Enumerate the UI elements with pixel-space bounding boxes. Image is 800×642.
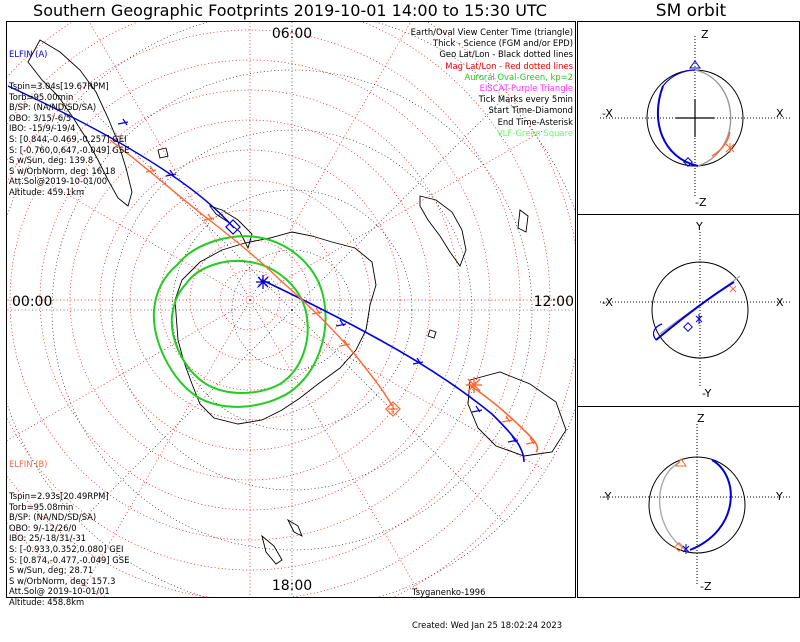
auroral-oval [152, 235, 327, 408]
sm1-top-label: Z [701, 28, 709, 41]
main-title: Southern Geographic Footprints 2019-10-0… [33, 1, 547, 20]
legend-item: Thick - Science (FGM and/or EPD) [432, 38, 573, 49]
created-label: Created: Wed Jan 25 18:02:24 2023 [412, 620, 563, 630]
model-label: Tsyganenko-1996 [412, 587, 486, 597]
legend-item: Earth/Oval View Center Time (triangle) [410, 27, 573, 37]
elfin-b-info-line: S: [-0.933,0.352,0.080] GEI [9, 543, 124, 554]
elfin-a-info-line: S: [-0.760,0.647,-0.049] GSE [9, 144, 130, 155]
legend-item: Mag Lat/Lon - Red dotted lines [445, 60, 573, 71]
africa-coast [419, 195, 467, 267]
elfin-a-info-line: IBO: -15/9/-19/4 [9, 123, 76, 134]
sm-panel-1 [600, 36, 790, 197]
elfin-b-info-line: Att.Sol@ 2019-10-01/01 [9, 586, 110, 597]
elfin-b-info-line: S: [0.874,-0.477,-0.049] GSE [9, 554, 130, 565]
legend-item: EISCAT-Purple Triangle [479, 83, 573, 94]
elfin-b-info-line: Altitude: 458.8km [9, 596, 85, 607]
mlt-left-label: 00:00 [12, 294, 52, 310]
elfin-b-info-line: S w/OrbNorm, deg: 157.3 [9, 575, 116, 586]
falklands [157, 147, 169, 159]
sm-panel-3 [600, 424, 790, 584]
kerguelen [427, 329, 437, 339]
legend-item: Auroral Oval-Green, kp=2 [464, 71, 573, 82]
sm3-left-label: -Y [602, 490, 612, 503]
mag-grid [7, 22, 575, 597]
elfin-b-ticks [145, 165, 537, 445]
elfin-b-lines: Tspin=2.93s[20.49RPM] Torb=95.08min B/SP: … [9, 491, 129, 608]
coastlines [27, 39, 567, 565]
elfin-b-info-line: Tspin=2.93s[20.49RPM] [9, 490, 109, 501]
elfin-b-info-line: B/SP: (NA/ND/SD/SA) [9, 512, 97, 523]
elfin-b-header: ELFIN (B) [9, 459, 48, 470]
elfin-b-info-line: OBO: 9/-12/26/0 [9, 522, 77, 533]
elfin-b-track [109, 139, 539, 453]
sm1-right-label: X [776, 107, 784, 120]
elfin-b-info-line: Torb=95.08min [9, 501, 74, 512]
elfin-a-end-asterisk [256, 275, 270, 289]
elfin-a-info: ELFIN (A) Tspin=3.04s[19.67RPM] Torb=95.0… [9, 28, 129, 208]
elfin-a-info-line: OBO: 3/15/-6/5 [9, 112, 72, 123]
credits: Tsyganenko-1996 Created: Wed Jan 25 18:0… [412, 565, 562, 642]
sm3-top-label: Z [697, 412, 705, 425]
legend-item: Start Time-Diamond [488, 105, 573, 116]
elfin-a-track [7, 85, 525, 463]
elfin-a-info-line: Att.Sol@2019-10-01/00 [9, 176, 108, 187]
legend-item: VLF-Green Square [496, 127, 573, 138]
south-america-coast [27, 39, 133, 207]
elfin-a-info-line: Altitude: 459.1km [9, 186, 85, 197]
elfin-a-lines: Tspin=3.04s[19.67RPM] Torb=95.00min B/SP: … [9, 81, 129, 198]
antarctica-coast [174, 231, 377, 425]
elfin-a-info-line: S: [0.844,-0.469,-0.257] GEI [9, 133, 127, 144]
mlt-bottom-label: 18:00 [272, 578, 312, 594]
elfin-b-end-asterisk [466, 377, 482, 393]
sm3-bottom-label: -Z [700, 580, 712, 593]
sm2-right-label: X [776, 296, 784, 309]
legend-item: Geo Lat/Lon - Black dotted lines [439, 49, 573, 60]
sm2-bottom-label: -Y [702, 387, 712, 400]
elfin-a-info-line: Tspin=3.04s[19.67RPM] [9, 80, 109, 91]
map-frame [6, 21, 576, 598]
elfin-a-info-line: S w/OrbNorm, deg: 16.18 [9, 165, 116, 176]
elfin-b-info-line: S w/Sun, deg: 28.71 [9, 565, 94, 576]
new-zealand-north [286, 518, 303, 537]
elfin-a-ticks [117, 118, 519, 443]
elfin-a-info-line: Torb=95.00min [9, 91, 74, 102]
sm-orbit-title: SM orbit [655, 1, 727, 21]
antarctic-peninsula [208, 205, 253, 250]
elfin-a-info-line: B/SP: (NA/ND/SD/SA) [9, 102, 97, 113]
australia-coast [467, 371, 567, 457]
elfin-a-header: ELFIN (A) [9, 49, 48, 60]
geo-grid [7, 22, 575, 597]
elfin-a-start-diamond [225, 219, 241, 235]
sm-panel-2 [600, 232, 790, 388]
elfin-b-info: ELFIN (B) Tspin=2.93s[20.49RPM] Torb=95.0… [9, 438, 129, 618]
new-zealand-coast [261, 534, 283, 565]
elfin-a-info-line: S w/Sun, deg: 139.8 [9, 155, 94, 166]
legend-item: End Time-Asterisk [497, 116, 573, 127]
sm1-bottom-label: -Z [695, 196, 707, 209]
sm3-right-label: Y [775, 490, 783, 503]
sm1-left-label: -X [602, 107, 613, 120]
sm2-top-label: Y [695, 220, 703, 233]
sm2-left-label: -X [602, 296, 613, 309]
madagascar [517, 209, 529, 233]
mlt-right-label: 12:00 [534, 294, 574, 310]
legend: Earth/Oval View Center Time (triangle) Th… [411, 27, 573, 139]
mlt-top-label: 06:00 [272, 26, 312, 42]
elfin-b-start-diamond [385, 401, 401, 417]
elfin-b-info-line: IBO: 25/-18/31/-31 [9, 533, 87, 544]
legend-item: Tick Marks every 5min [478, 94, 573, 105]
